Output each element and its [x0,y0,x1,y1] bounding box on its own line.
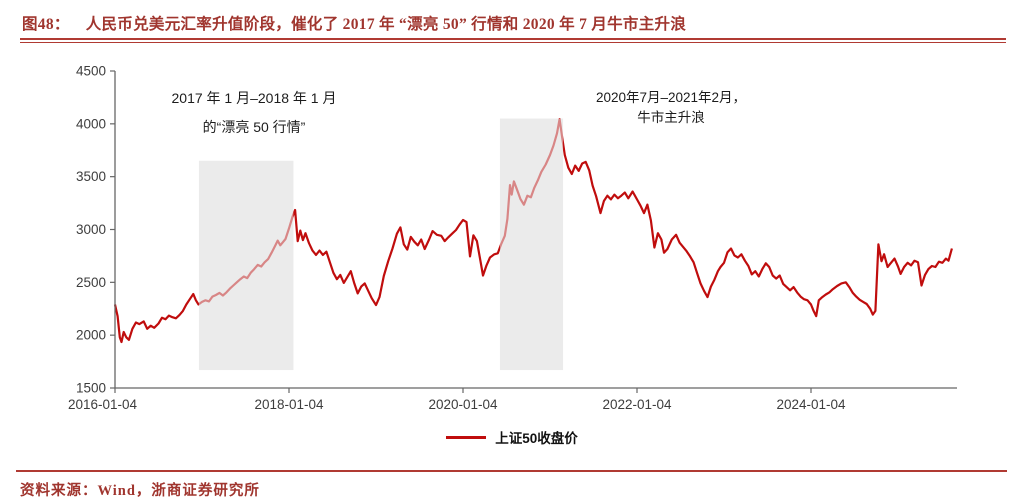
y-tick-label: 4500 [76,64,106,79]
y-tick-label: 2500 [76,275,106,290]
annotation-nifty50: 2017 年 1 月–2018 年 1 月 的“漂亮 50 行情” [172,84,337,142]
x-tick-label: 2024-01-04 [776,397,846,412]
highlight-region-overlay [499,118,564,371]
data-source-note: 资料来源：Wind，浙商证券研究所 [20,483,260,499]
x-tick-label: 2022-01-04 [602,397,672,412]
y-tick-label: 4000 [76,116,106,131]
annotation-bullmarket-line2: 牛市主升浪 [637,110,705,125]
figure-number-label: 图48： [22,16,70,33]
title-divider-bottom [20,42,1006,43]
title-divider-top [20,38,1006,40]
y-tick-label: 3500 [76,169,106,184]
x-tick-label: 2020-01-04 [428,397,498,412]
highlight-region-overlay [198,160,294,371]
x-tick-label: 2018-01-04 [254,397,324,412]
y-tick-label: 1500 [76,381,106,396]
chart-legend: 上证50收盘价 [0,427,1024,447]
annotation-bullmarket-line1: 2020年7月–2021年2月， [595,90,747,105]
annotation-bullmarket: 2020年7月–2021年2月， 牛市主升浪 [596,88,746,128]
footer-divider [16,470,1007,472]
figure-title-text: 人民币兑美元汇率升值阶段，催化了 2017 年 “漂亮 50” 行情和 2020… [85,16,687,33]
y-tick-label: 3000 [76,222,106,237]
legend-series-label: 上证50收盘价 [495,431,578,446]
annotation-nifty50-line1: 2017 年 1 月–2018 年 1 月 [171,90,337,106]
x-tick-label: 2016-01-04 [68,397,138,412]
y-tick-label: 2000 [76,328,106,343]
legend-line-swatch [446,435,487,439]
figure-title: 图48： 人民币兑美元汇率升值阶段，催化了 2017 年 “漂亮 50” 行情和… [22,12,1007,34]
annotation-nifty50-line2: 的“漂亮 50 行情” [202,119,306,135]
